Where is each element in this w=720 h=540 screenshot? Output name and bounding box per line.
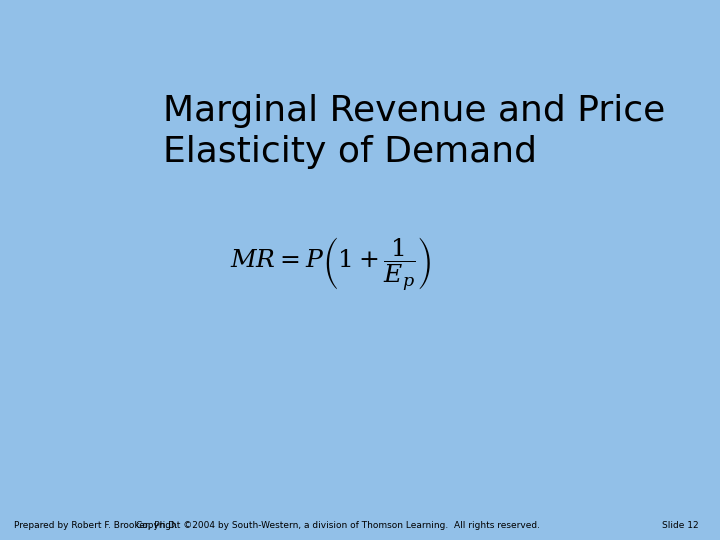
Text: Prepared by Robert F. Brooker, Ph.D.: Prepared by Robert F. Brooker, Ph.D. — [14, 521, 179, 530]
Text: Copyright ©2004 by South-Western, a division of Thomson Learning.  All rights re: Copyright ©2004 by South-Western, a divi… — [136, 521, 541, 530]
Text: Slide 12: Slide 12 — [662, 521, 698, 530]
Text: $MR = P\left(1+\dfrac{1}{E_p}\right)$: $MR = P\left(1+\dfrac{1}{E_p}\right)$ — [230, 235, 431, 293]
Text: Marginal Revenue and Price
Elasticity of Demand: Marginal Revenue and Price Elasticity of… — [163, 94, 665, 168]
